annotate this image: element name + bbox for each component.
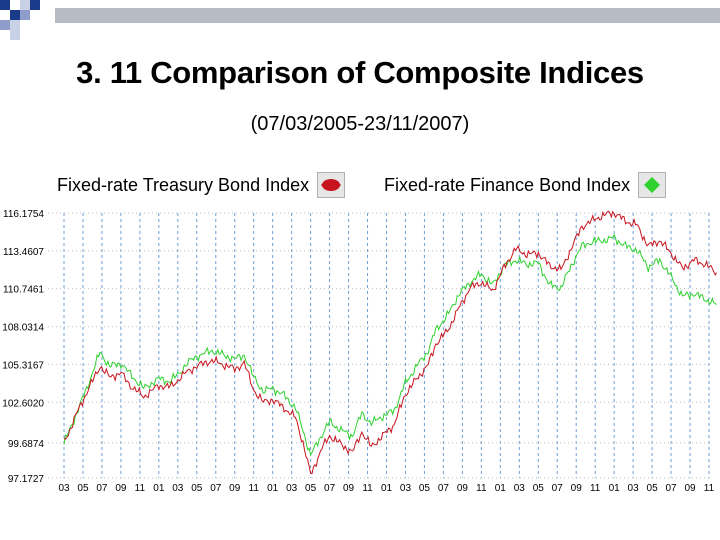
x-tick-label: 11 — [704, 483, 715, 494]
x-tick-label: 03 — [172, 483, 184, 494]
x-tick-label: 05 — [191, 483, 203, 494]
series-line-finance — [63, 233, 717, 457]
y-tick-label: 108.0314 — [2, 323, 44, 334]
x-tick-label: 05 — [647, 483, 659, 494]
y-tick-label: 113.4607 — [3, 247, 44, 258]
x-tick-label: 05 — [419, 483, 431, 494]
x-tick-label: 03 — [514, 483, 526, 494]
x-tick-label: 09 — [115, 483, 127, 494]
x-tick-label: 01 — [495, 483, 507, 494]
x-tick-label: 05 — [77, 483, 89, 494]
x-tick-label: 11 — [476, 483, 487, 494]
x-tick-label: 11 — [362, 483, 373, 494]
x-tick-label: 07 — [96, 483, 108, 494]
x-tick-label: 01 — [267, 483, 279, 494]
x-tick-label: 01 — [609, 483, 621, 494]
x-tick-label: 11 — [249, 483, 260, 494]
x-tick-label: 01 — [381, 483, 393, 494]
x-tick-label: 09 — [229, 483, 241, 494]
slide-title: 3. 11 Comparison of Composite Indices — [76, 55, 644, 90]
x-tick-label: 05 — [533, 483, 545, 494]
x-tick-label: 07 — [552, 483, 564, 494]
legend-label-finance: Fixed-rate Finance Bond Index — [384, 174, 631, 195]
x-tick-label: 03 — [58, 483, 70, 494]
x-tick-label: 09 — [684, 483, 696, 494]
x-tick-label: 09 — [343, 483, 355, 494]
x-tick-label: 07 — [210, 483, 222, 494]
y-tick-label: 110.7461 — [3, 285, 44, 296]
x-tick-label: 11 — [135, 483, 146, 494]
y-tick-label: 116.1754 — [3, 209, 44, 220]
y-tick-label: 102.6020 — [2, 398, 44, 409]
slide-subtitle: (07/03/2005-23/11/2007) — [250, 113, 470, 135]
x-tick-label: 07 — [324, 483, 336, 494]
corner-decoration — [0, 0, 720, 40]
y-tick-label: 99.6874 — [8, 439, 45, 450]
x-tick-label: 11 — [590, 483, 601, 494]
x-tick-label: 03 — [400, 483, 412, 494]
y-tick-label: 105.3167 — [2, 360, 44, 371]
legend-swatch-finance — [638, 172, 667, 198]
legend-item-finance: Fixed-rate Finance Bond Index — [384, 172, 667, 198]
x-tick-label: 09 — [571, 483, 583, 494]
series-line-treasury — [63, 210, 718, 475]
x-tick-label: 05 — [305, 483, 317, 494]
legend-label-treasury: Fixed-rate Treasury Bond Index — [57, 174, 310, 195]
x-tick-label: 03 — [628, 483, 640, 494]
x-tick-label: 09 — [457, 483, 469, 494]
x-tick-label: 03 — [286, 483, 298, 494]
legend-item-treasury: Fixed-rate Treasury Bond Index — [57, 172, 346, 198]
y-tick-label: 97.1727 — [8, 474, 45, 485]
x-tick-label: 01 — [153, 483, 165, 494]
x-tick-label: 07 — [438, 483, 450, 494]
line-chart: 97.1727 99.6874 102.6020 105.3167 108.0314 11… — [2, 209, 718, 494]
x-tick-label: 07 — [665, 483, 677, 494]
plot-area — [48, 213, 718, 478]
legend-swatch-treasury — [317, 172, 346, 198]
